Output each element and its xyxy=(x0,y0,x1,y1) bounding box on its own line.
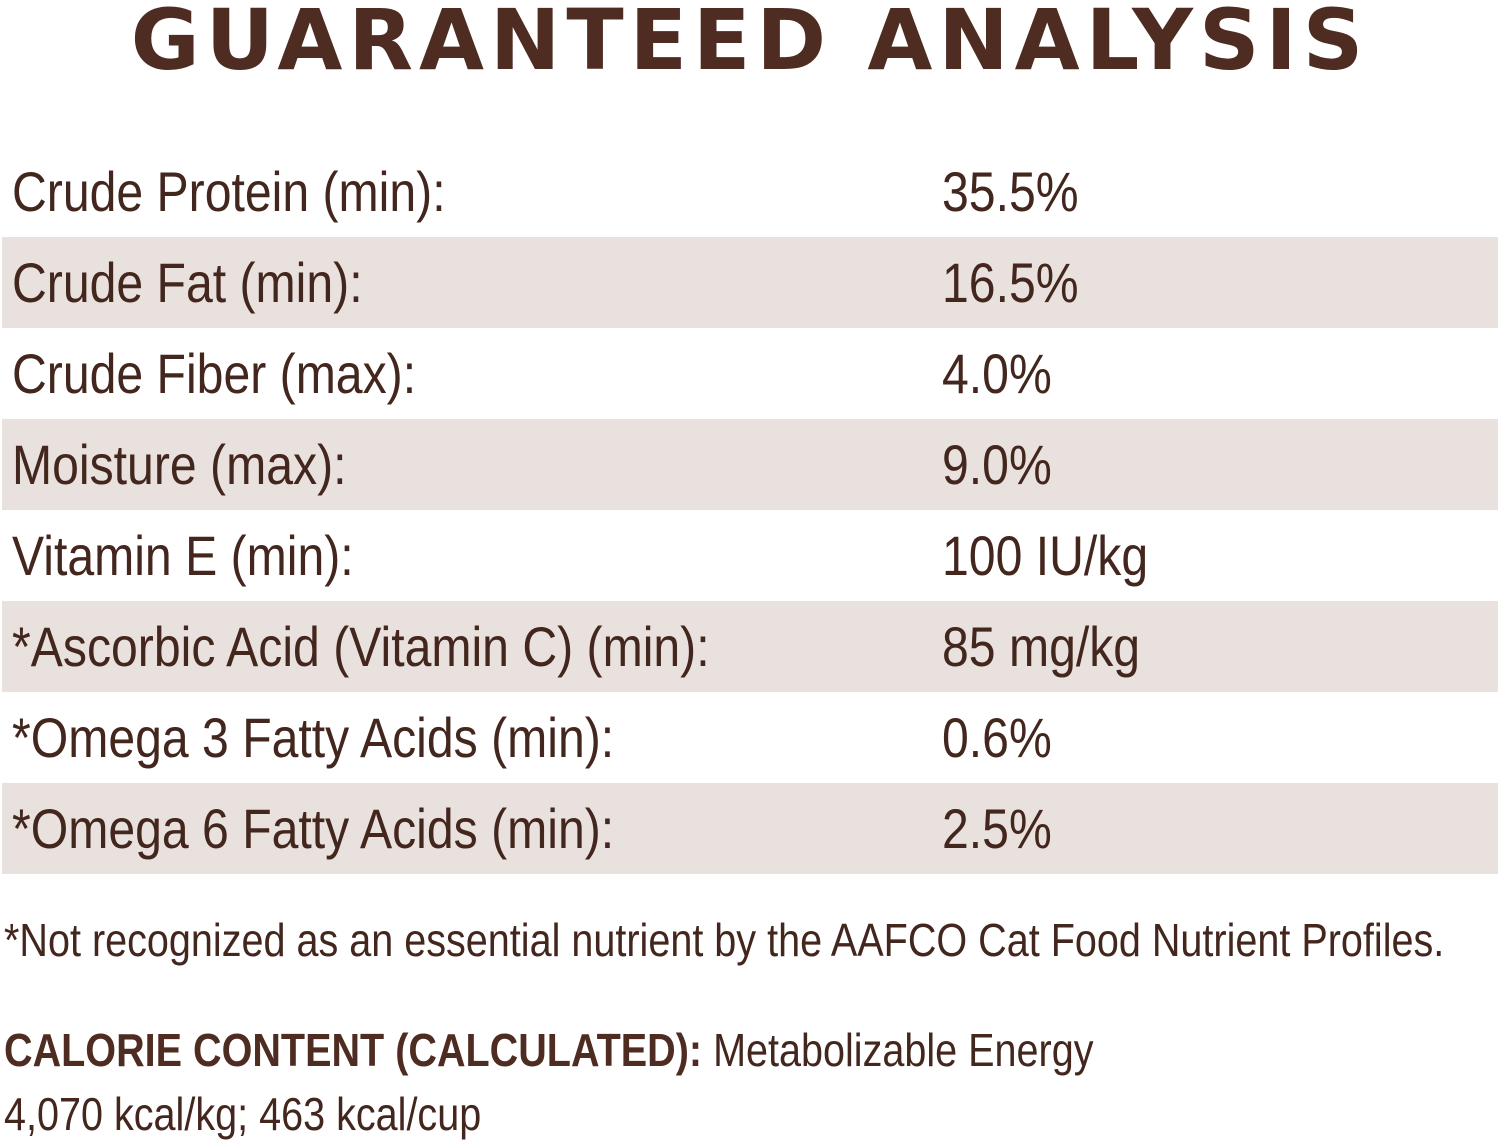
page-title: GUARANTEED ANALYSIS xyxy=(130,0,1370,89)
row-value: 16.5% xyxy=(942,251,1079,314)
table-row: Moisture (max): 9.0% xyxy=(2,419,1498,510)
table-row: Crude Fiber (max): 4.0% xyxy=(2,328,1498,419)
row-value: 4.0% xyxy=(942,342,1052,405)
table-row: *Omega 6 Fatty Acids (min): 2.5% xyxy=(2,783,1498,874)
row-value: 35.5% xyxy=(942,160,1079,223)
row-value: 0.6% xyxy=(942,706,1052,769)
table-row: *Ascorbic Acid (Vitamin C) (min): 85 mg/… xyxy=(2,601,1498,692)
row-value: 85 mg/kg xyxy=(942,615,1141,678)
calorie-text: Metabolizable Energy xyxy=(702,1024,1094,1076)
calorie-values: 4,070 kcal/kg; 463 kcal/cup xyxy=(4,1088,482,1140)
calorie-line-1: CALORIE CONTENT (CALCULATED): Metaboliza… xyxy=(4,1018,1466,1082)
row-label: Vitamin E (min): xyxy=(12,524,354,587)
row-label: Moisture (max): xyxy=(12,433,347,496)
row-label: *Omega 6 Fatty Acids (min): xyxy=(12,797,615,860)
footnote: *Not recognized as an essential nutrient… xyxy=(4,914,1445,966)
table-row: Vitamin E (min): 100 IU/kg xyxy=(2,510,1498,601)
table-row: *Omega 3 Fatty Acids (min): 0.6% xyxy=(2,692,1498,783)
row-label: Crude Fat (min): xyxy=(12,251,363,314)
row-value: 2.5% xyxy=(942,797,1052,860)
row-label: Crude Fiber (max): xyxy=(12,342,417,405)
row-label: *Ascorbic Acid (Vitamin C) (min): xyxy=(12,615,710,678)
table-row: Crude Protein (min): 35.5% xyxy=(2,146,1498,237)
calorie-label: CALORIE CONTENT (CALCULATED): xyxy=(4,1024,703,1076)
row-label: *Omega 3 Fatty Acids (min): xyxy=(12,706,615,769)
table-row: Crude Fat (min): 16.5% xyxy=(2,237,1498,328)
calorie-content: CALORIE CONTENT (CALCULATED): Metaboliza… xyxy=(4,1018,1466,1146)
row-value: 100 IU/kg xyxy=(942,524,1149,587)
row-label: Crude Protein (min): xyxy=(12,160,446,223)
analysis-table: Crude Protein (min): 35.5% Crude Fat (mi… xyxy=(2,146,1498,874)
row-value: 9.0% xyxy=(942,433,1052,496)
